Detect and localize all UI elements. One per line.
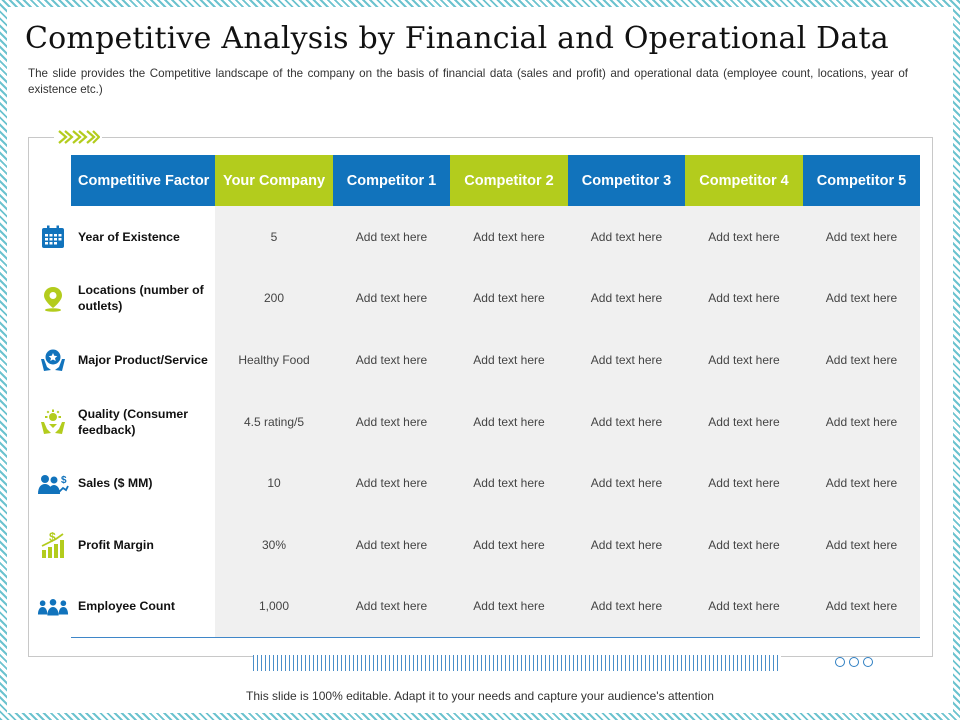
header-competitor-2: Competitor 2	[450, 155, 568, 206]
competitor-5-cell: Add text here	[825, 599, 898, 614]
table-row: Quality (Consumer feedback) 4.5 rating/5…	[71, 390, 920, 453]
competitor-3-cell: Add text here	[590, 352, 663, 367]
slide-title: Competitive Analysis by Financial and Op…	[25, 21, 889, 56]
dot-icon	[863, 657, 873, 667]
quality-hands-icon	[37, 391, 69, 453]
svg-text:$: $	[61, 475, 67, 486]
calendar-icon	[37, 206, 69, 268]
competitor-1-cell: Add text here	[355, 476, 428, 491]
factor-label: Year of Existence	[71, 206, 215, 268]
profit-chart-icon: $	[37, 515, 69, 577]
competitor-2-cell: Add text here	[473, 476, 545, 491]
your-company-cell: Healthy Food	[238, 352, 310, 367]
competitor-5-cell: Add text here	[825, 476, 898, 491]
competitor-5-cell: Add text here	[825, 352, 898, 367]
dots-decoration-icon	[833, 657, 875, 669]
table-row: Major Product/Service Healthy Food Add t…	[71, 329, 920, 391]
sales-people-icon: $	[37, 453, 69, 515]
competitor-5-cell: Add text here	[825, 291, 898, 306]
comparison-table: Competitive Factor Your Company Competit…	[71, 155, 920, 638]
header-competitor-5: Competitor 5	[803, 155, 920, 206]
competitor-4-cell: Add text here	[708, 476, 780, 491]
competitor-3-cell: Add text here	[590, 537, 663, 552]
your-company-cell: 1,000	[258, 599, 290, 614]
slide-subtitle: The slide provides the Competitive lands…	[28, 67, 908, 96]
table-row: Locations (number of outlets) 200 Add te…	[71, 267, 920, 330]
your-company-cell: 30%	[261, 537, 287, 552]
location-pin-icon	[37, 268, 69, 330]
slide-footer: This slide is 100% editable. Adapt it to…	[246, 689, 714, 703]
header-competitor-3: Competitor 3	[568, 155, 685, 206]
factor-icons-column: $ $	[37, 206, 69, 638]
barcode-decoration	[253, 655, 781, 671]
competitor-2-cell: Add text here	[473, 352, 545, 367]
chevron-decoration-icon	[54, 129, 102, 145]
factor-label: Sales ($ MM)	[71, 452, 215, 514]
your-company-cell: 200	[263, 291, 285, 306]
competitor-5-cell: Add text here	[825, 414, 898, 429]
your-company-cell: 5	[270, 229, 278, 244]
competitor-2-cell: Add text here	[473, 291, 545, 306]
table-row: Employee Count 1,000 Add text here Add t…	[71, 575, 920, 638]
header-your-company: Your Company	[215, 155, 333, 206]
competitor-4-cell: Add text here	[708, 229, 780, 244]
competitor-4-cell: Add text here	[708, 414, 780, 429]
competitor-5-cell: Add text here	[825, 229, 898, 244]
factor-label: Locations (number of outlets)	[71, 267, 215, 330]
competitor-1-cell: Add text here	[355, 229, 428, 244]
competitor-2-cell: Add text here	[473, 537, 545, 552]
dot-icon	[849, 657, 859, 667]
competitor-1-cell: Add text here	[355, 599, 428, 614]
header-competitor-4: Competitor 4	[685, 155, 803, 206]
competitor-1-cell: Add text here	[355, 291, 428, 306]
table-body: Year of Existence 5 Add text here Add te…	[71, 206, 920, 638]
table-row: Year of Existence 5 Add text here Add te…	[71, 206, 920, 268]
competitor-3-cell: Add text here	[590, 291, 663, 306]
competitor-3-cell: Add text here	[590, 476, 663, 491]
factor-label: Major Product/Service	[71, 329, 215, 391]
table-row: Profit Margin 30% Add text here Add text…	[71, 513, 920, 576]
factor-label: Profit Margin	[71, 513, 215, 576]
table-row: Sales ($ MM) 10 Add text here Add text h…	[71, 452, 920, 514]
factor-label: Employee Count	[71, 575, 215, 638]
product-hands-icon	[37, 329, 69, 391]
header-competitive-factor: Competitive Factor	[71, 155, 215, 206]
employees-icon	[37, 576, 69, 638]
competitor-4-cell: Add text here	[708, 599, 780, 614]
competitor-4-cell: Add text here	[708, 537, 780, 552]
factor-label: Quality (Consumer feedback)	[71, 390, 215, 453]
competitor-4-cell: Add text here	[708, 291, 780, 306]
competitor-1-cell: Add text here	[355, 352, 428, 367]
header-competitor-1: Competitor 1	[333, 155, 450, 206]
slide: Competitive Analysis by Financial and Op…	[7, 7, 953, 713]
competitor-2-cell: Add text here	[473, 414, 545, 429]
competitor-4-cell: Add text here	[708, 352, 780, 367]
competitor-1-cell: Add text here	[355, 537, 428, 552]
your-company-cell: 10	[267, 476, 281, 491]
competitor-2-cell: Add text here	[473, 599, 545, 614]
svg-text:$: $	[49, 531, 56, 544]
competitor-5-cell: Add text here	[825, 537, 898, 552]
dot-icon	[835, 657, 845, 667]
competitor-2-cell: Add text here	[473, 229, 545, 244]
competitor-3-cell: Add text here	[590, 229, 663, 244]
table-header-row: Competitive Factor Your Company Competit…	[71, 155, 920, 206]
competitor-3-cell: Add text here	[590, 414, 663, 429]
competitor-3-cell: Add text here	[590, 599, 663, 614]
competitor-1-cell: Add text here	[355, 414, 428, 429]
your-company-cell: 4.5 rating/5	[243, 414, 305, 429]
